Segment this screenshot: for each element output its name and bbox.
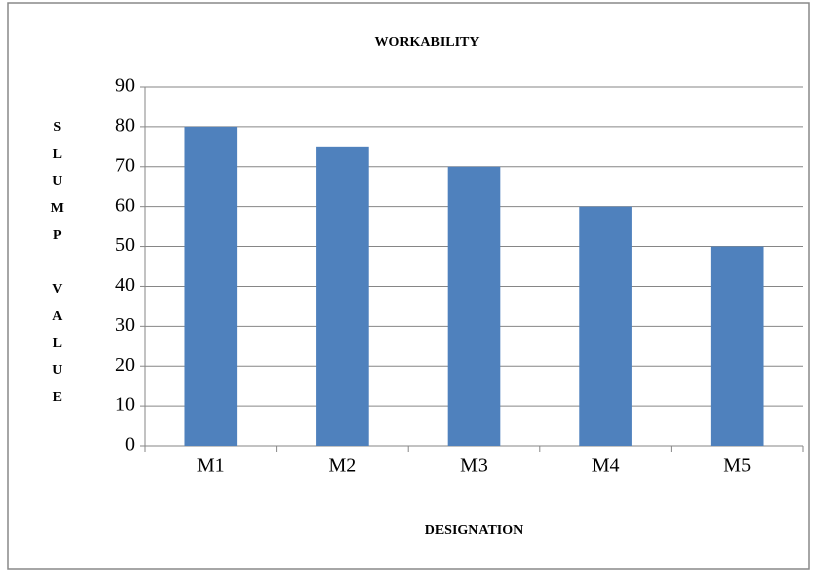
y-tick-label: 70 — [115, 154, 135, 176]
y-tick-label: 50 — [115, 234, 135, 256]
chart-title: WORKABILITY — [374, 35, 479, 50]
y-tick-label: 30 — [115, 314, 135, 336]
x-tick-label: M1 — [197, 455, 225, 477]
y-tick-label: 10 — [115, 394, 135, 416]
x-tick-label: M4 — [592, 455, 620, 477]
x-tick-label: M5 — [723, 455, 751, 477]
y-tick-label: 40 — [115, 274, 135, 296]
bar — [710, 246, 764, 446]
y-tick-label: 80 — [115, 114, 135, 136]
bar — [184, 126, 238, 446]
y-tick-label: 20 — [115, 354, 135, 376]
y-tick-label: 0 — [125, 434, 135, 456]
y-axis-label: SLUMP VALUE — [50, 120, 65, 417]
x-tick-label: M2 — [329, 455, 357, 477]
bar — [579, 206, 632, 446]
y-tick-label: 60 — [115, 194, 135, 216]
y-tick-label: 90 — [115, 75, 135, 97]
bar — [316, 146, 369, 447]
x-axis-label: DESIGNATION — [425, 523, 524, 538]
bar — [447, 166, 501, 446]
x-tick-label: M3 — [460, 455, 488, 477]
